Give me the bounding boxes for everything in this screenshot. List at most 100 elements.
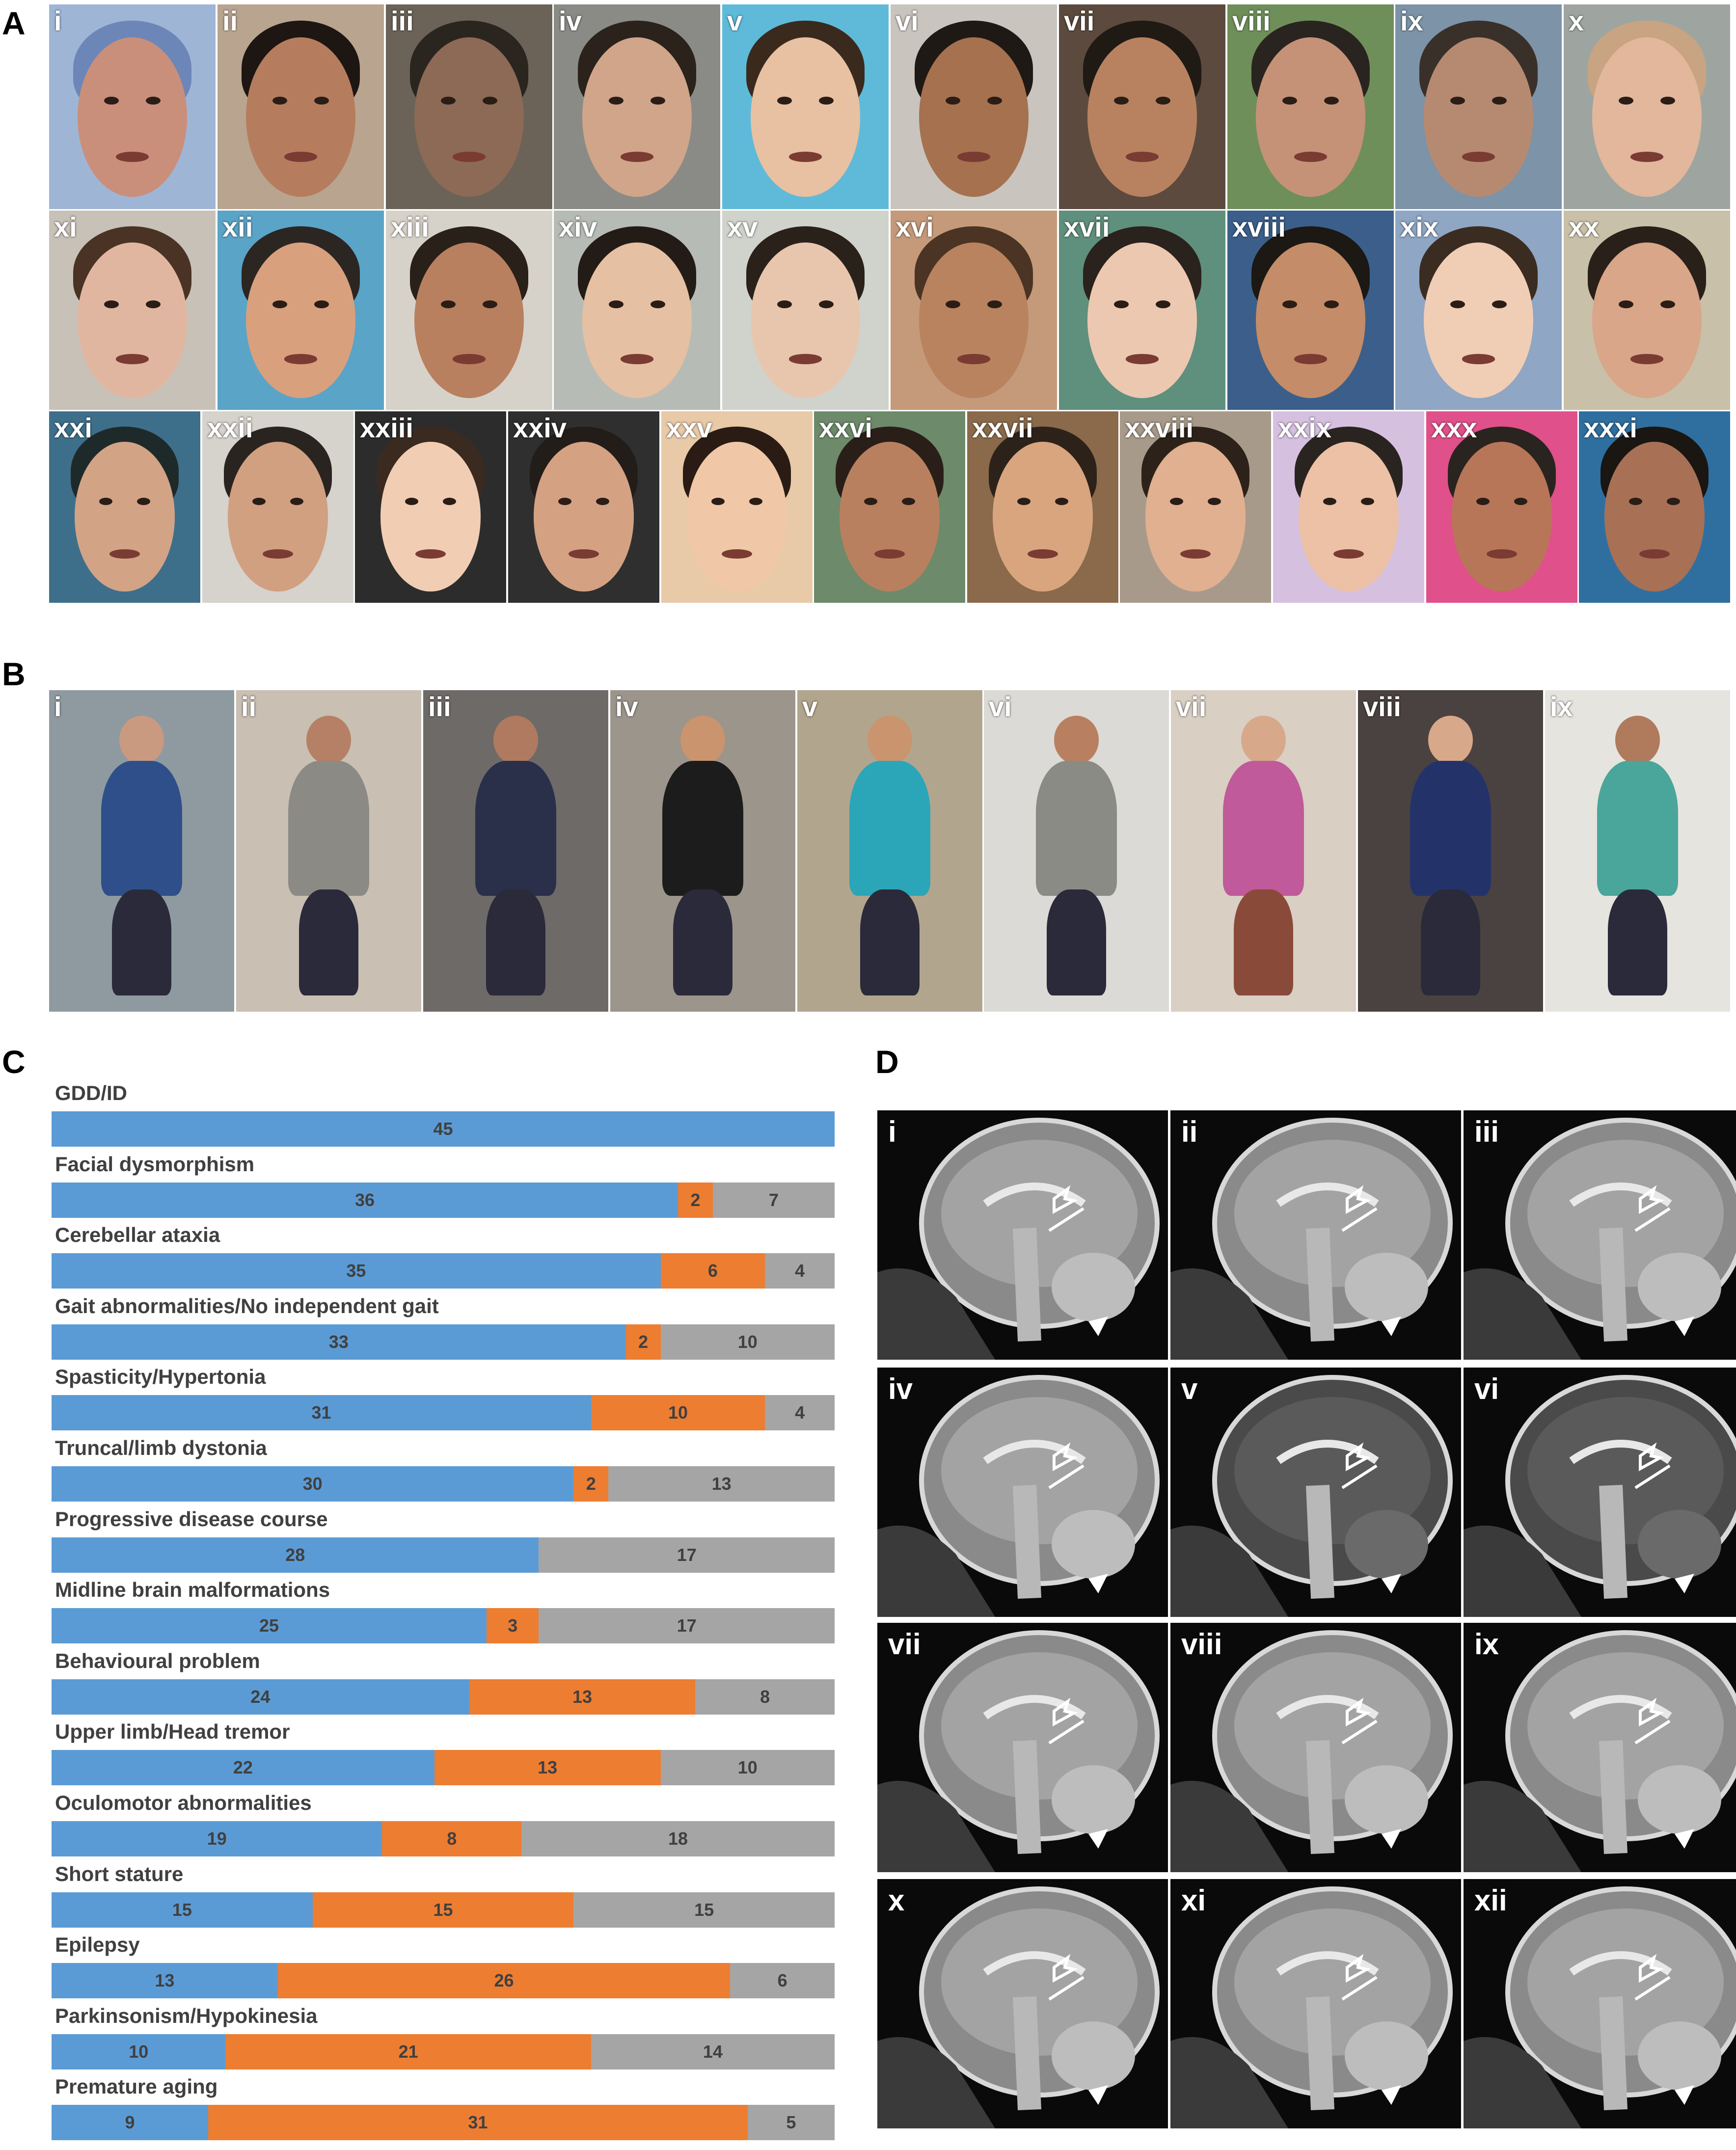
- panel-label-b: B: [2, 656, 26, 692]
- torso: [101, 761, 183, 896]
- mouth: [415, 549, 446, 559]
- body-photo: vi: [984, 690, 1169, 1012]
- face-photo: xix: [1395, 211, 1562, 410]
- face: [750, 242, 861, 398]
- face: [1087, 242, 1197, 398]
- head: [493, 716, 538, 764]
- mri-image: xi: [1170, 1879, 1461, 2128]
- photo-label: xxiv: [513, 412, 567, 443]
- body-photo: iv: [610, 690, 795, 1012]
- mouth: [263, 549, 293, 559]
- face: [1299, 442, 1399, 591]
- face-photo: xxiii: [355, 411, 506, 603]
- eye: [1666, 497, 1681, 506]
- face: [840, 442, 940, 591]
- body-photo: iii: [423, 690, 608, 1012]
- mri-scan: [1464, 1886, 1736, 2128]
- bar-segment: 31: [208, 2105, 748, 2140]
- photo-label: xviii: [1232, 212, 1286, 242]
- mri-image: i: [877, 1110, 1168, 1360]
- mri-label: viii: [1181, 1628, 1222, 1661]
- eye: [1660, 96, 1676, 105]
- mri-scan: [1464, 1630, 1736, 1872]
- photo-label: iv: [615, 691, 638, 722]
- face-photo: vi: [891, 4, 1057, 209]
- photo-label: vii: [1176, 691, 1207, 722]
- category-label: Truncal/limb dystonia: [55, 1436, 267, 1459]
- head: [868, 716, 912, 764]
- bar-segment: 15: [573, 1892, 835, 1928]
- bar-segment: 2: [625, 1324, 661, 1360]
- bar-segment: 13: [469, 1679, 696, 1715]
- bar-segment: 26: [277, 1963, 731, 1998]
- eye: [1169, 497, 1184, 506]
- mri-label: ii: [1181, 1115, 1198, 1148]
- mri-image: viii: [1170, 1623, 1461, 1872]
- bar-segment: 3: [487, 1608, 539, 1643]
- photo-label: xxix: [1278, 412, 1331, 443]
- face: [77, 242, 188, 398]
- eye: [405, 497, 419, 506]
- face: [1087, 37, 1197, 197]
- mri-label: iv: [888, 1372, 913, 1405]
- face: [687, 442, 787, 591]
- bar-row: 45: [52, 1111, 835, 1147]
- eye: [1476, 497, 1490, 506]
- bar-segment: 8: [382, 1821, 521, 1856]
- bar-row: 24 13 8: [52, 1679, 835, 1715]
- bar-segment: 2: [678, 1182, 713, 1218]
- eye: [104, 96, 119, 105]
- mri-image: vi: [1464, 1368, 1736, 1617]
- bar-segment: 8: [695, 1679, 835, 1715]
- bar-row: 10 21 14: [52, 2034, 835, 2069]
- bar-segment: 13: [608, 1466, 835, 1502]
- eye: [777, 96, 792, 105]
- bar-segment: 10: [660, 1750, 835, 1785]
- face: [414, 242, 524, 398]
- eye: [650, 300, 666, 308]
- face-photo: vii: [1059, 4, 1225, 209]
- head: [1428, 716, 1473, 764]
- face-photo: xxvii: [967, 411, 1118, 603]
- photo-label: ii: [241, 691, 257, 722]
- bar-segment: 4: [765, 1395, 835, 1430]
- body-photo: i: [49, 690, 234, 1012]
- category-label: Oculomotor abnormalities: [55, 1791, 312, 1814]
- eye: [252, 497, 266, 506]
- mouth: [1333, 549, 1364, 559]
- eye: [1618, 96, 1634, 105]
- bar-segment: 10: [52, 2034, 226, 2069]
- eye: [1207, 497, 1221, 506]
- mri-scan: [1170, 1375, 1453, 1617]
- mri-label: vi: [1474, 1372, 1499, 1405]
- face: [1452, 442, 1552, 591]
- face-photo: i: [49, 4, 216, 209]
- mouth: [1180, 549, 1211, 559]
- photo-label: xx: [1569, 212, 1600, 242]
- bar-row: 35 6 4: [52, 1253, 835, 1289]
- eye: [314, 96, 329, 105]
- eye: [608, 96, 624, 105]
- face: [414, 37, 524, 197]
- eye: [272, 300, 288, 308]
- mri-label: v: [1181, 1372, 1198, 1405]
- category-label: Parkinsonism/Hypokinesia: [55, 2004, 318, 2027]
- photo-label: i: [54, 691, 62, 722]
- mri-scan: [877, 1118, 1160, 1360]
- face-photo: xxi: [49, 411, 200, 603]
- photo-label: xxvi: [819, 412, 872, 443]
- face-photo: iii: [386, 4, 552, 209]
- face-photo: xii: [217, 211, 384, 410]
- face-photo: xiii: [386, 211, 552, 410]
- eye: [1618, 300, 1634, 308]
- photo-label: ix: [1400, 5, 1423, 36]
- mouth: [115, 152, 149, 162]
- category-label: GDD/ID: [55, 1081, 127, 1104]
- eye: [777, 300, 792, 308]
- legs: [486, 889, 545, 996]
- face-photo: xxx: [1426, 411, 1577, 603]
- photo-label: viii: [1232, 5, 1271, 36]
- photo-label: xii: [222, 212, 253, 242]
- bar-segment: 6: [660, 1253, 765, 1289]
- torso: [849, 761, 931, 896]
